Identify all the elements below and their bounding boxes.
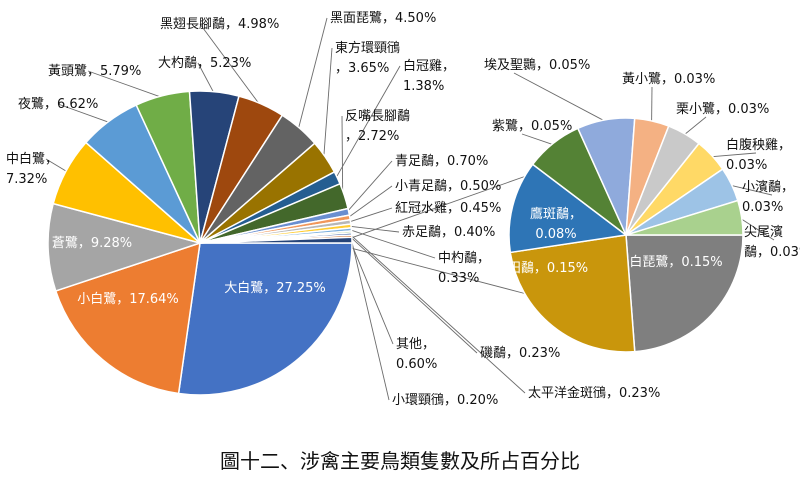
leader-lines [45,17,775,401]
leader-main-18 [349,233,526,394]
label-sub-4: 埃及聖䴉，0.05% [484,58,590,73]
label-main-8: 黑面琵鷺，4.50% [330,10,436,26]
leader-main-9 [323,47,333,159]
chart-caption: 圖十二、涉禽主要鳥類隻數及所占百分比 [220,449,580,473]
leader-main-17 [349,231,390,401]
label-sub-0: 白琵鷺，0.15% [629,254,722,270]
main-slice-1 [54,241,201,395]
label-main-13: 小青足鷸，0.50% [395,179,501,194]
leader-main-7 [199,23,261,107]
sub-slice-0 [625,234,744,353]
label-main-20: 其他， 0.60% [396,337,437,372]
leader-sub-8 [729,184,773,196]
label-main-11: 反嘴長腳鷸，2.72% [345,109,410,144]
leader-sub-7 [710,152,757,158]
leader-main-16 [349,229,436,259]
main-slice-20 [199,236,353,244]
label-main-12: 青足鷸，0.70% [395,154,488,169]
label-sub-1: 田鷸，0.15% [508,261,588,276]
leader-sub-6 [683,116,707,136]
label-main-4: 夜鷺，6.62% [18,96,98,112]
leader-main-19 [349,235,478,354]
main-slice-2 [47,202,203,292]
label-main-1: 小白鷺，17.64% [77,291,179,307]
label-main-14: 紅冠水雞，0.45% [395,201,501,216]
leader-sub-9 [739,217,775,241]
main-pie [47,90,353,396]
label-main-17: 小環頸鴴，0.20% [392,393,498,408]
label-main-18: 太平洋金斑鴴，0.23% [528,385,660,401]
label-sub-2: 鷹斑鷸， 0.08% [530,207,582,242]
label-sub-6: 栗小鷺，0.03% [676,101,769,117]
label-main-3: 中白鷺， 7.32% [6,151,58,187]
leader-main-13 [347,185,393,219]
label-main-0: 大白鷺，27.25% [224,280,326,296]
secondary-pie [508,117,744,353]
sub-slice-9 [625,199,744,236]
leader-sub-4 [513,72,607,123]
leader-main-14 [348,207,393,223]
slice-labels: 大白鷺，27.25% 小白鷺，17.64% 蒼鷺，9.28% 中白鷺， 7.32% 夜鷺，… [6,10,800,408]
connector-top [351,176,525,239]
label-sub-7: 白腹秧雞， 0.03% [726,137,791,173]
leader-main-6 [197,62,215,94]
sub-slice-2 [508,163,628,254]
leader-main-15 [349,225,400,233]
label-main-5: 黃頭鷺，5.79% [48,63,141,79]
leader-main-20 [349,240,394,345]
label-main-16: 中杓鷸， 0.33% [438,251,490,286]
label-sub-8: 小濱鷸， 0.03% [742,180,794,215]
leader-main-11 [341,115,344,197]
leader-main-10 [335,65,401,179]
leader-sub-3 [521,133,555,146]
label-main-6: 大杓鷸，5.23% [158,56,251,71]
leader-main-5 [87,70,163,99]
sub-slice-1 [509,234,636,353]
leader-main-4 [57,103,111,124]
label-sub-9: 尖尾濱鷸，0.03% [744,225,800,260]
label-main-10: 白冠雞， 1.38% [403,58,455,94]
leader-main-3 [45,158,69,173]
connector-bottom [351,247,525,294]
label-sub-3: 紫鷺，0.05% [492,118,572,134]
leader-main-12 [346,160,393,213]
leader-main-8 [297,17,328,130]
label-main-15: 赤足鷸，0.40% [402,225,495,240]
label-main-19: 磯鷸，0.23% [480,346,560,361]
label-main-7: 黑翅長腳鷸，4.98% [160,16,279,32]
label-sub-5: 黃小鷺，0.03% [622,71,715,87]
main-slice-0 [177,242,353,396]
label-main-2: 蒼鷺，9.28% [52,235,132,251]
label-main-9: 東方環頸鴴，3.65% [335,40,400,76]
